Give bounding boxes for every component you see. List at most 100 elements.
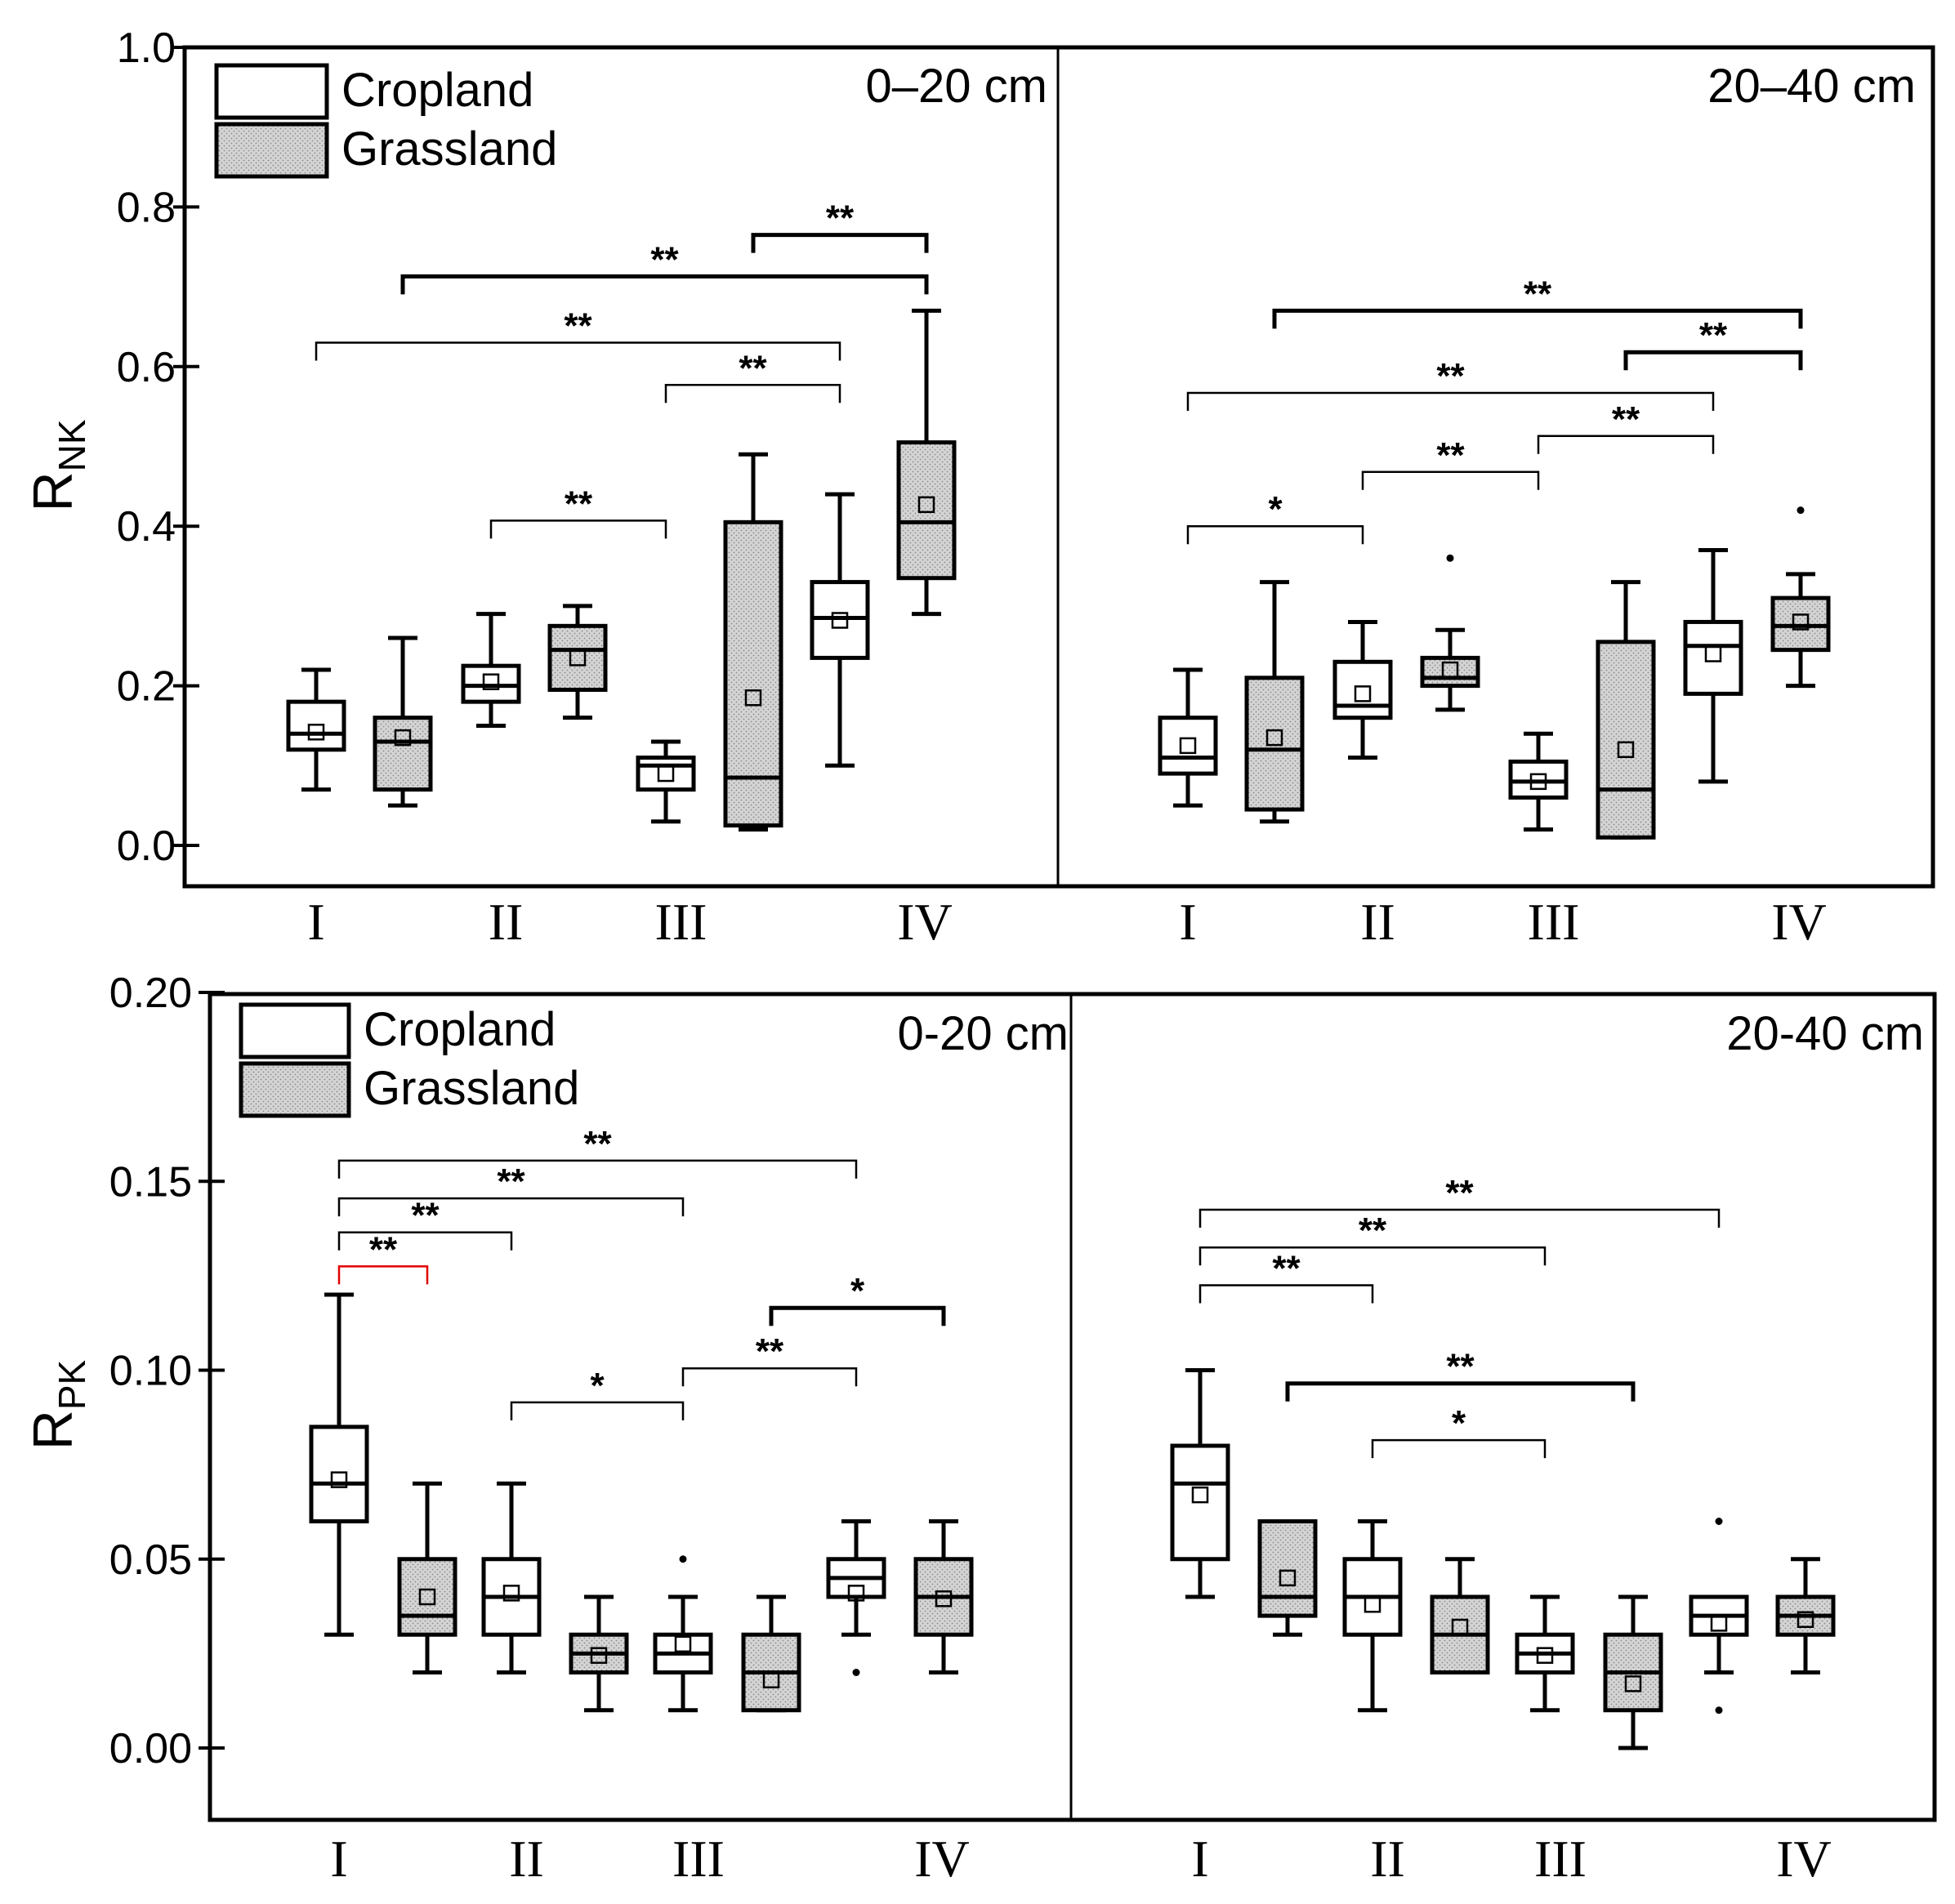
mean-marker [917,496,935,514]
significance-bracket: ** [751,198,929,253]
bracket-line [1186,391,1715,412]
mean-marker [1710,1615,1728,1632]
significance-label: ** [583,1124,612,1164]
significance-bracket: ** [400,239,929,295]
bracket-line [1272,308,1803,329]
outlier-point [1446,554,1454,562]
depth-label: 20–40 cm [1707,60,1916,113]
box-II-grassland [1420,554,1480,712]
mean-marker [1279,1569,1297,1587]
group-label: II [509,1830,544,1888]
legend-swatch-cropland [214,63,329,120]
bracket-line [1361,470,1540,490]
significance-label: ** [1445,1173,1474,1213]
box-II-cropland [461,612,521,728]
y-tick-label: 0.15 [109,1158,192,1206]
significance-label: * [1452,1403,1466,1443]
box-IV-cropland [810,492,870,768]
significance-label: ** [1524,274,1552,314]
bracket-line [1537,435,1715,454]
bracket-line [337,1197,685,1217]
significance-label: ** [756,1331,784,1371]
mean-marker [1797,1611,1814,1628]
mean-marker [762,1671,780,1688]
box-I-cropland [1170,1368,1230,1599]
box-iqr [1596,640,1656,840]
y-tick-label: 0.00 [109,1725,192,1772]
significance-label: * [1268,489,1283,529]
mean-marker [1451,1618,1469,1636]
panel-2: 20–40 cmI II III IV*********** [1158,60,1916,951]
box-iqr [373,716,433,792]
bracket-line [1623,350,1803,371]
bracket-line [1285,1381,1636,1402]
group-label: IV [914,1830,970,1888]
bracket-line [510,1401,685,1420]
y-tick-label: 0.20 [109,970,192,1017]
mean-marker [418,1588,436,1606]
significance-bracket: ** [489,484,667,539]
group-label: III [1528,893,1580,951]
outlier-point [1797,506,1805,515]
significance-bracket: ** [681,1331,858,1387]
significance-bracket: ** [1198,1211,1547,1266]
bracket-line [337,1231,513,1251]
bracket-line [751,233,929,253]
outlier-point [1715,1518,1723,1525]
y-tick-label: 1.0 [117,25,176,72]
significance-label: ** [1699,315,1728,355]
mean-marker [502,1585,520,1602]
significance-bracket: ** [1623,315,1803,371]
legend-swatch-grassland [214,122,329,179]
mean-marker [1364,1596,1381,1613]
depth-label: 0-20 cm [897,1007,1069,1060]
box-III-cropland [1515,1594,1575,1713]
mean-marker [1529,773,1547,791]
box-I-cropland [1158,667,1218,808]
mean-marker [1191,1486,1209,1504]
significance-bracket: ** [1198,1173,1721,1228]
group-label: II [1370,1830,1405,1888]
significance-bracket: ** [1198,1248,1374,1304]
box-iqr [1332,659,1393,720]
box-iqr [896,440,957,581]
group-label: IV [1771,893,1827,951]
box-III-cropland [653,1555,713,1713]
y-tick-label: 0.0 [117,823,176,870]
significance-bracket: ** [337,1196,513,1251]
group-label: IV [1776,1830,1832,1888]
box-iqr [547,623,608,692]
box-iqr [1257,1519,1318,1618]
bracket-line [400,274,929,295]
y-tick-label: 0.8 [117,184,176,231]
box-iqr [397,1557,458,1637]
box-IV-grassland [1770,506,1831,689]
mean-marker [1265,729,1283,747]
box-III-grassland [1596,580,1656,840]
mean-marker [1441,661,1459,679]
mean-marker [330,1471,348,1488]
y-axis-label: RPK [22,1359,93,1450]
box-II-cropland [1332,619,1393,760]
bracket-line [1371,1438,1547,1459]
significance-bracket: ** [337,1124,858,1179]
y-tick-label: 0.6 [117,344,176,391]
box-III-cropland [1508,731,1569,832]
y-axis-label: RNK [22,419,93,511]
mean-marker [1179,737,1197,755]
group-label: II [489,893,524,951]
mean-marker [1617,741,1635,759]
legend: Cropland Grassland [214,63,557,179]
bracket-line [1198,1284,1374,1304]
box-I-cropland [309,1292,369,1637]
box-I-grassland [1244,580,1305,824]
bracket-line [1198,1246,1547,1266]
y-tick-label: 0.10 [109,1348,192,1395]
depth-label: 20-40 cm [1726,1007,1924,1060]
significance-label: ** [1272,1248,1301,1288]
legend-label-cropland: Cropland [341,64,533,117]
panel-1: 0-20 cmI II III IV************ [309,1007,1069,1888]
bracket-line [489,519,667,539]
mean-marker [1792,613,1810,631]
